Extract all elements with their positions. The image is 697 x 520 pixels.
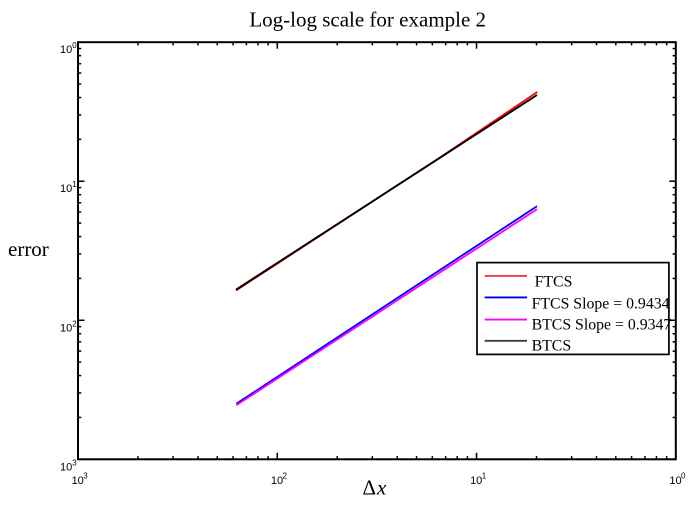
svg-text:error: error [8, 237, 49, 261]
svg-text:10: 10 [669, 475, 681, 487]
svg-text:2: 2 [283, 472, 288, 481]
svg-text:10: 10 [60, 183, 72, 195]
svg-text:0: 0 [681, 472, 686, 481]
svg-text:Log-log scale for example 2: Log-log scale for example 2 [249, 7, 486, 31]
svg-text:BTCS Slope = 0.9347: BTCS Slope = 0.9347 [532, 317, 672, 334]
svg-text:0: 0 [72, 41, 77, 50]
svg-text:10: 10 [60, 44, 72, 56]
svg-text:10: 10 [72, 475, 84, 487]
svg-text:3: 3 [83, 472, 88, 481]
svg-text:10: 10 [60, 461, 72, 473]
svg-text:10: 10 [470, 475, 482, 487]
svg-text:10: 10 [271, 475, 283, 487]
svg-text:FTCS: FTCS [535, 273, 573, 290]
svg-text:10: 10 [60, 322, 72, 334]
svg-text:3: 3 [72, 458, 77, 467]
svg-text:1: 1 [72, 180, 77, 189]
svg-text:BTCS: BTCS [532, 337, 572, 354]
svg-text:2: 2 [72, 319, 77, 328]
svg-text:1: 1 [482, 472, 487, 481]
svg-text:FTCS Slope = 0.9434: FTCS Slope = 0.9434 [532, 296, 670, 313]
svg-text:Δx: Δx [363, 476, 388, 500]
